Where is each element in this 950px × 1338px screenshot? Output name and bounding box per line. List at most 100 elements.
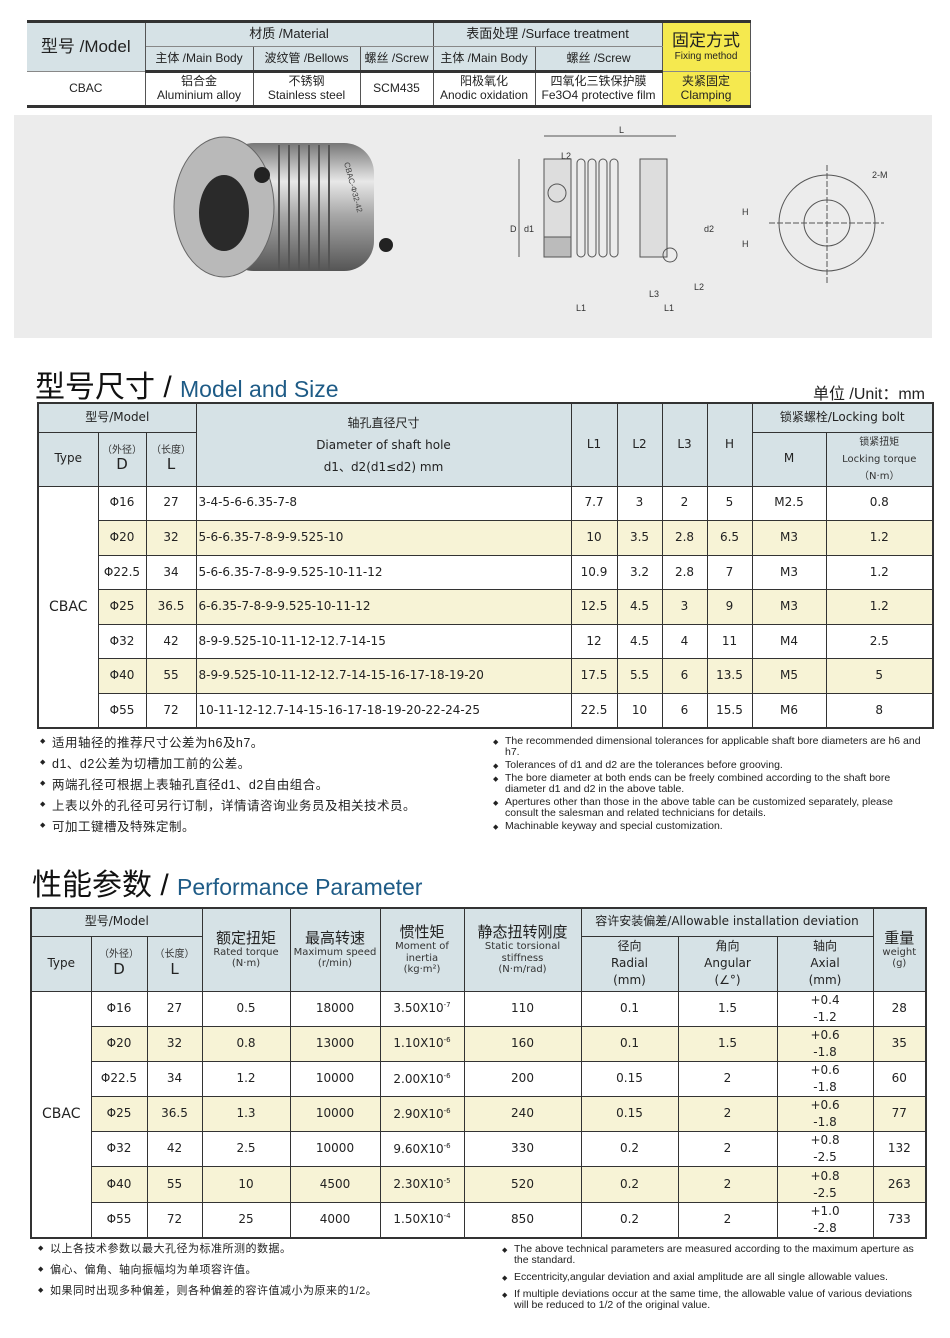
l-cell: 36.5 <box>146 1096 203 1133</box>
l1-cell: 22.5 <box>570 693 618 729</box>
surface-screw-cell: 四氧化三铁保护膜 Fe3O4 protective film <box>534 71 663 107</box>
type-header: Type <box>30 935 92 992</box>
rated-torque-header: 额定扭矩 Rated torque (N·m) <box>201 907 291 992</box>
angular-cell: 1.5 <box>677 990 778 1027</box>
shaft-diameter-header: 轴孔直径尺寸 Diameter of shaft hole d1、d2(d1≤d2)… <box>195 402 572 487</box>
stiffness-header: 静态扭转刚度 Static torsional stiffness (N·m/rad… <box>463 907 582 992</box>
stiff-cell: 520 <box>463 1166 582 1203</box>
m-header: M <box>751 431 827 487</box>
d-zh: （外径） <box>102 444 142 456</box>
unit: (N·m) <box>231 958 261 970</box>
l-cell: 36.5 <box>145 589 197 625</box>
model-size-table: 型号/Model 轴孔直径尺寸 Diameter of shaft hole d1、… <box>37 402 934 730</box>
angular-cell: 2 <box>677 1166 778 1203</box>
dim-l2: L2 <box>561 151 571 161</box>
l2-cell: 3.5 <box>616 520 663 556</box>
inertia-mantissa: 2.30X10 <box>393 1177 444 1192</box>
fixing-zh: 夹紧固定 <box>682 73 731 88</box>
surface-main-en: Anodic oxidation <box>440 88 529 102</box>
d-cell: Φ32 <box>90 1131 148 1168</box>
shaft-diameter-cell: 6-6.35-7-8-9-9.525-10-11-12 <box>195 589 572 625</box>
axial-plus: +0.4 <box>810 992 840 1007</box>
l-header: （长度） L <box>146 935 203 992</box>
inertia-mantissa: 1.50X10 <box>393 1212 444 1227</box>
title-zh: 性能参数 / <box>32 869 169 902</box>
shaft-diameter-cell: 8-9-9.525-10-11-12-12.7-14-15-16-17-18-1… <box>195 658 572 695</box>
dim-h: H <box>742 207 749 217</box>
l2-cell: 3.2 <box>616 554 663 591</box>
zh: 轴向 <box>813 939 838 953</box>
t-cell: 8 <box>825 693 934 729</box>
radial-cell: 0.15 <box>580 1096 679 1133</box>
en: Maximum speed <box>293 946 377 958</box>
l3-cell: 2.8 <box>661 520 708 556</box>
en: weight <box>882 946 917 958</box>
radial-header: 径向 Radial (mm) <box>580 935 679 992</box>
note: Machinable keyway and special customizat… <box>493 821 923 834</box>
stiff-cell: 850 <box>463 1201 582 1239</box>
axial-plus: +0.8 <box>810 1133 840 1148</box>
stiff-cell: 200 <box>463 1060 582 1098</box>
axial-plus: +0.8 <box>810 1168 840 1183</box>
diam-unit: d1、d2(d1≤d2) mm <box>323 459 444 474</box>
l-zh: （长度） <box>151 444 191 456</box>
h-cell: 15.5 <box>706 693 753 729</box>
coupling-photo: CBAC-Φ32-42 <box>173 136 393 278</box>
speed-cell: 10000 <box>289 1131 381 1168</box>
d-label: D <box>113 959 125 978</box>
l3-cell: 6 <box>661 693 708 729</box>
t-cell: 1.2 <box>825 554 934 591</box>
inertia-exponent: -6 <box>443 1036 451 1045</box>
table-row: CBAC Φ16 27 0.5 18000 3.50X10-7 110 0.1 1.5 +0.4-… <box>30 990 927 1239</box>
torque-cell: 2.5 <box>201 1131 291 1168</box>
technical-drawing: L D d1 d2 L2 L1 L1 L3 L2 H H 2-M <box>510 125 888 313</box>
d-cell: Φ40 <box>97 658 147 695</box>
fixing-header: 固定方式 Fixing method <box>661 21 751 72</box>
inertia-exponent: -4 <box>443 1212 451 1221</box>
d-cell: Φ16 <box>97 485 147 522</box>
h-cell: 11 <box>706 623 753 660</box>
type-cell: CBAC <box>30 990 92 1239</box>
l1-cell: 7.7 <box>570 485 618 522</box>
inertia-cell: 2.90X10-6 <box>379 1096 465 1133</box>
l3-cell: 2 <box>661 485 708 522</box>
inertia-cell: 2.00X10-6 <box>379 1060 465 1098</box>
screw-cell: SCM435 <box>359 71 434 107</box>
weight-header: 重量 weight (g) <box>872 907 927 992</box>
dim-l1: L1 <box>576 303 586 313</box>
note: 可加工键槽及特殊定制。 <box>40 821 416 834</box>
unit: (kg·m²) <box>403 964 441 976</box>
angular-cell: 1.5 <box>677 1025 778 1062</box>
torque-cell: 1.3 <box>201 1096 291 1133</box>
inertia-cell: 1.50X10-4 <box>379 1201 465 1239</box>
inertia-exponent: -6 <box>443 1106 451 1115</box>
l-cell: 34 <box>145 554 197 591</box>
shaft-diameter-cell: 5-6-6.35-7-8-9-9.525-10 <box>195 520 572 556</box>
perf-notes-zh: 以上各技术参数以最大孔径为标准所测的数据。 偏心、偏角、轴向振幅均为单项容许值。… <box>38 1244 377 1306</box>
stiff-cell: 160 <box>463 1025 582 1062</box>
product-photo: CBAC-Φ32-42 L D d1 d2 L2 L1 L1 L3 L2 H H… <box>173 125 888 313</box>
axial-cell: +0.6 -1.8 <box>776 1096 874 1133</box>
weight-cell: 28 <box>872 990 927 1027</box>
t-cell: 1.2 <box>825 520 934 556</box>
axial-minus: -2.8 <box>813 1220 837 1235</box>
inertia-mantissa: 2.00X10 <box>393 1071 444 1086</box>
fixing-en: Clamping <box>680 87 732 102</box>
d-cell: Φ25 <box>90 1096 148 1133</box>
l-cell: 32 <box>145 520 197 556</box>
l1-header: L1 <box>570 402 618 487</box>
speed-cell: 4000 <box>289 1201 381 1239</box>
d-cell: Φ22.5 <box>97 554 147 591</box>
axial-minus: -1.2 <box>813 1009 837 1024</box>
t-cell: 1.2 <box>825 589 934 625</box>
d-label: D <box>116 455 128 474</box>
table-row: Φ40 55 8-9-9.525-10-11-12-12.7-14-15-16-17… <box>38 658 934 695</box>
note: d1、d2公差为切槽加工前的公差。 <box>40 758 416 771</box>
note: The above technical parameters are measu… <box>502 1244 922 1266</box>
inertia-mantissa: 2.90X10 <box>393 1106 444 1121</box>
locking-torque-header: 锁紧扭矩 Locking torque （N·m） <box>825 431 934 487</box>
dim-l2: L2 <box>694 282 704 292</box>
diam-en: Diameter of shaft hole <box>316 437 451 452</box>
size-section-title: 型号尺寸 / Model and Size <box>35 362 339 406</box>
h-cell: 13.5 <box>706 658 753 695</box>
